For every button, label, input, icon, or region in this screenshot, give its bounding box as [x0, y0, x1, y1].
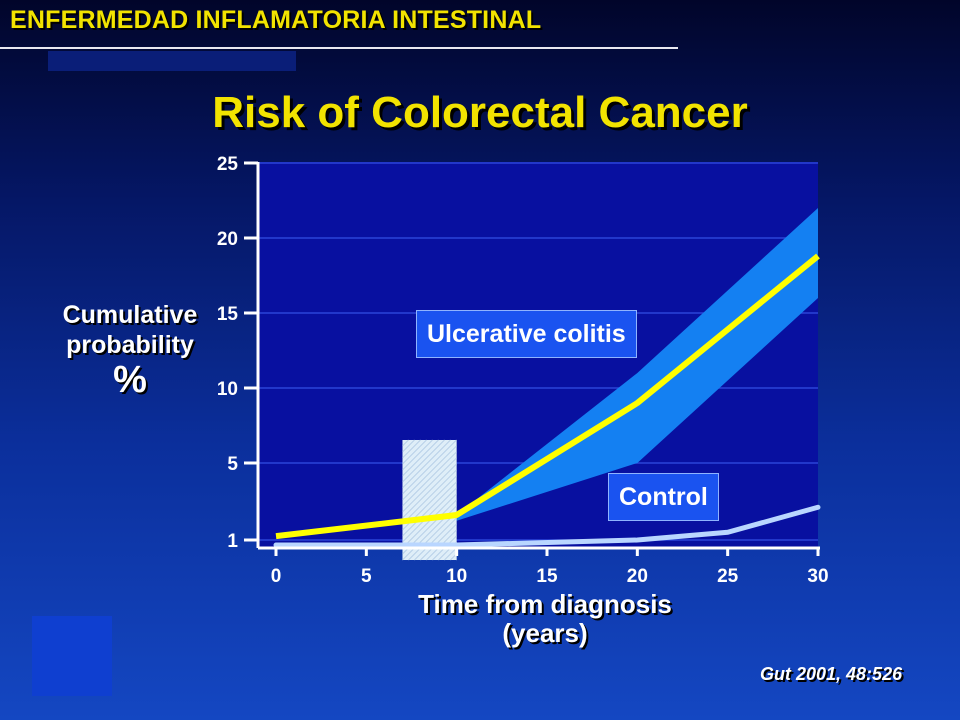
hatch-line — [402, 445, 458, 501]
x-tick-label: 20 — [627, 566, 648, 587]
highlight-box — [402, 440, 457, 560]
chart-title: Risk of Colorectal Cancer — [212, 88, 748, 137]
hatch-line — [402, 439, 421, 459]
hatch-line — [402, 439, 409, 447]
header-decorative-block — [48, 51, 296, 71]
control-series-line — [273, 504, 821, 548]
hatch-line — [402, 463, 458, 519]
hatch-line — [420, 523, 458, 561]
x-tick-label: 15 — [536, 566, 558, 587]
corner-decorative-block — [32, 616, 112, 696]
x-tick-label: 10 — [446, 566, 467, 587]
x-tick-label: 0 — [271, 566, 282, 587]
hatch-line — [444, 547, 458, 561]
hatch-line — [402, 487, 458, 543]
hatch-line — [402, 469, 458, 525]
hatch-line — [402, 439, 445, 483]
y-tick-label: 5 — [227, 454, 238, 475]
hatch-line — [402, 439, 427, 465]
x-axis-label-sub: (years) — [502, 618, 588, 648]
y-tick-label: 20 — [217, 229, 238, 250]
y-tick-label: 15 — [217, 304, 239, 325]
hatch-line — [414, 517, 458, 561]
x-tick-label: 25 — [717, 566, 739, 587]
ulcerative-colitis-tag: Ulcerative colitis — [416, 310, 637, 358]
hatch-line — [402, 439, 433, 471]
hatch-line — [402, 457, 458, 513]
hatch-line — [402, 439, 451, 489]
x-tick-label: 30 — [807, 566, 828, 587]
hatch-line — [402, 439, 457, 495]
control-tag: Control — [608, 473, 719, 521]
header-title: ENFERMEDAD INFLAMATORIA INTESTINAL — [10, 6, 542, 34]
header-underline — [0, 47, 678, 49]
x-tick-label: 5 — [361, 566, 372, 587]
y-axis-label: Cumulative probability % — [40, 300, 220, 400]
y-tick-label: 10 — [217, 379, 238, 400]
citation: Gut 2001, 48:526 — [760, 664, 903, 684]
x-axis-label: Time from diagnosis (years) — [400, 590, 690, 648]
y-tick-label: 1 — [227, 531, 238, 552]
hatch-line — [402, 439, 439, 477]
hatch-line — [402, 439, 415, 453]
hatch-line — [402, 451, 458, 507]
hatch-line — [408, 511, 458, 561]
x-axis-label-text: Time from diagnosis — [418, 589, 672, 619]
ulcerative-colitis-series-line — [275, 253, 820, 540]
y-tick-label: 25 — [217, 154, 239, 175]
hatch-line — [402, 481, 458, 537]
y-axis-unit: % — [113, 359, 147, 401]
y-axis-label-text: Cumulative probability — [62, 301, 198, 359]
